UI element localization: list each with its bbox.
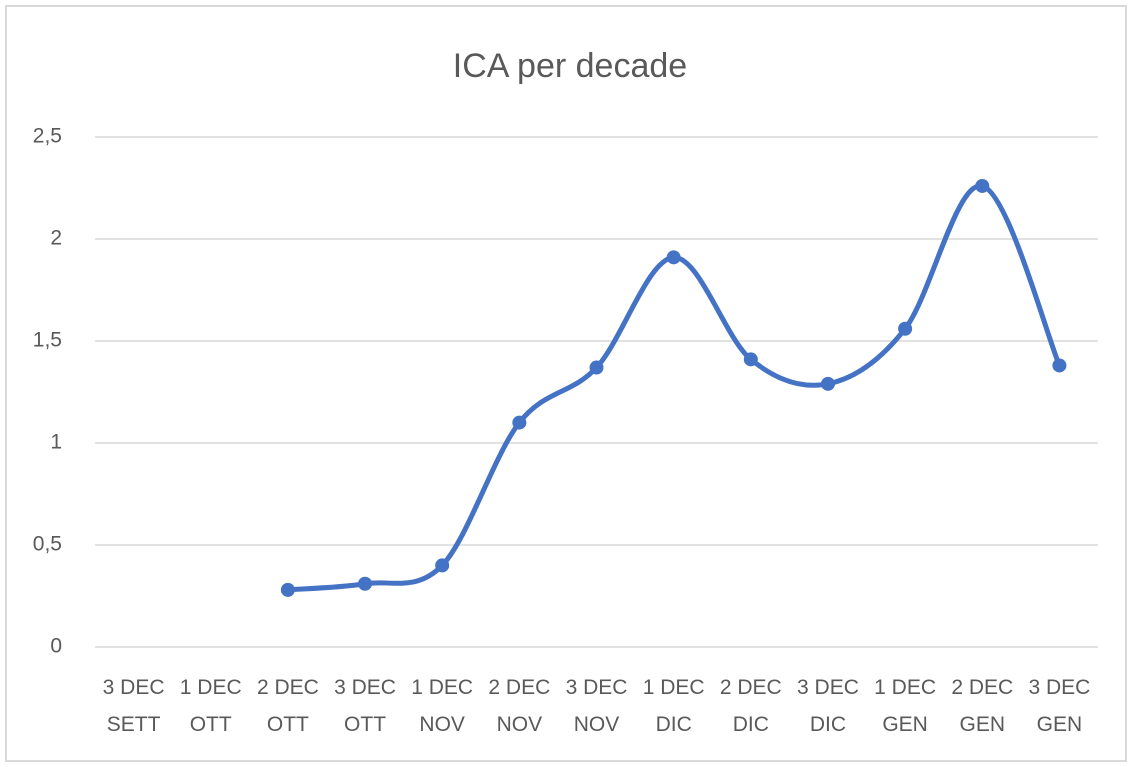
point	[666, 250, 681, 265]
chart-frame	[5, 5, 1127, 762]
point	[898, 321, 913, 336]
x-tick-label: 1 DEC NOV	[411, 676, 473, 736]
chart-title: ICA per decade	[453, 47, 687, 85]
x-tick-label: 1 DEC DIC	[643, 676, 705, 736]
y-tick-label: 2,5	[33, 125, 62, 148]
x-tick-label: 2 DEC OTT	[257, 676, 319, 736]
x-tick-label: 3 DEC GEN	[1028, 676, 1090, 736]
x-tick-label: 3 DEC DIC	[797, 676, 859, 736]
x-tick-label: 1 DEC OTT	[180, 676, 242, 736]
y-tick-label: 1,5	[33, 329, 62, 352]
x-tick-label: 1 DEC GEN	[874, 676, 936, 736]
point	[512, 415, 527, 430]
point	[975, 178, 990, 193]
point	[280, 582, 295, 597]
point	[1052, 358, 1067, 373]
x-tick-label: 2 DEC DIC	[720, 676, 782, 736]
x-tick-label: 2 DEC GEN	[951, 676, 1013, 736]
x-tick-label: 3 DEC SETT	[103, 676, 165, 736]
y-tick-label: 1	[50, 431, 62, 454]
x-tick-label: 3 DEC OTT	[334, 676, 396, 736]
point	[743, 352, 758, 367]
y-tick-label: 2	[50, 227, 62, 250]
x-tick-label: 3 DEC NOV	[566, 676, 628, 736]
point	[820, 376, 835, 391]
y-tick-label: 0,5	[33, 533, 62, 556]
point	[435, 558, 450, 573]
x-tick-label: 2 DEC NOV	[488, 676, 550, 736]
point	[358, 576, 373, 591]
y-tick-label: 0	[50, 635, 62, 658]
point	[589, 360, 604, 375]
